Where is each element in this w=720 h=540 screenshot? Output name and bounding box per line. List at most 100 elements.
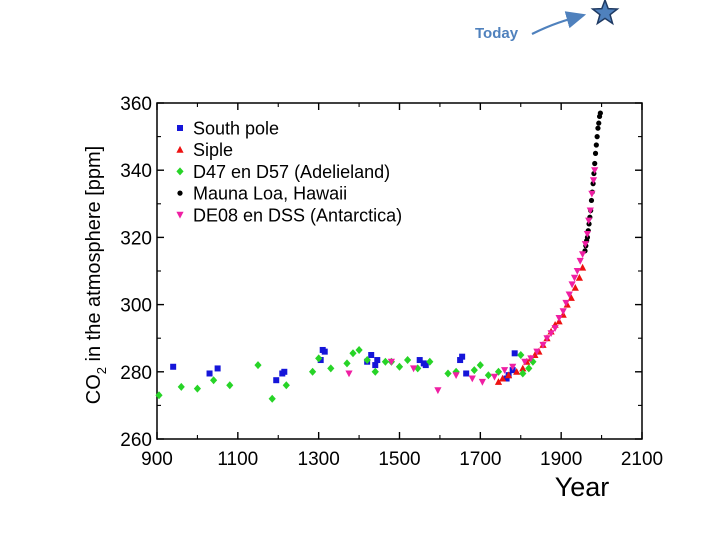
data-point: [193, 384, 201, 393]
data-point: [588, 197, 595, 204]
data-point: [155, 391, 163, 400]
data-point: [501, 367, 509, 374]
legend-marker: [176, 167, 184, 176]
data-point: [463, 370, 470, 377]
x-tick-label: 1500: [378, 449, 420, 470]
data-point: [595, 125, 601, 131]
data-point: [586, 207, 594, 215]
legend-label: DE08 en DSS (Antarctica): [193, 205, 402, 225]
data-point: [282, 381, 290, 390]
data-point: [371, 367, 379, 376]
data-point: [596, 120, 602, 126]
data-point: [568, 281, 576, 289]
x-tick-label: 1100: [217, 449, 258, 470]
data-point: [387, 358, 395, 366]
data-point: [490, 373, 499, 381]
legend-label: D47 en D57 (Adelieland): [193, 162, 390, 182]
data-point: [547, 330, 555, 337]
data-point: [476, 361, 484, 370]
data-point: [573, 268, 581, 275]
data-point: [499, 374, 507, 382]
data-point: [363, 356, 371, 364]
x-tick-label: 1300: [298, 449, 340, 470]
data-point: [567, 294, 575, 301]
data-point: [505, 371, 513, 379]
data-point: [527, 355, 535, 363]
legend-label: South pole: [193, 119, 279, 139]
data-point: [457, 357, 464, 364]
data-point: [315, 354, 323, 363]
data-point: [349, 349, 357, 358]
data-point: [452, 372, 460, 379]
legend-marker: [176, 211, 184, 219]
data-point: [327, 364, 335, 373]
data-point: [478, 378, 486, 386]
data-point: [570, 274, 579, 282]
data-point: [588, 190, 596, 198]
data-point: [422, 362, 429, 369]
data-point: [521, 358, 529, 366]
legend-item: Siple: [176, 140, 233, 160]
x-tick-label: 1700: [459, 449, 501, 470]
y-tick-label: 320: [120, 228, 152, 249]
data-point: [355, 346, 363, 354]
legend-marker: [177, 190, 183, 196]
data-point: [592, 160, 598, 167]
data-point: [586, 221, 592, 227]
data-point: [581, 241, 589, 248]
data-point: [177, 382, 185, 391]
y-axis-title: CO2 in the atmosphere [ppm]: [83, 146, 109, 404]
data-point: [511, 350, 518, 357]
data-point: [592, 150, 599, 156]
data-point: [309, 367, 317, 376]
data-point: [579, 263, 587, 271]
data-point: [503, 375, 510, 382]
y-axis-title-rest: in the atmosphere [ppm]: [83, 146, 105, 367]
data-point: [459, 353, 466, 360]
data-point: [494, 378, 503, 385]
data-point: [533, 348, 541, 356]
today-star-icon: [590, 0, 620, 26]
data-point: [444, 369, 452, 378]
data-point: [372, 362, 379, 369]
x-axis-tick-labels: 900 1100 1300 1500 1700 1900 2100: [141, 449, 663, 470]
series-4: [345, 167, 599, 395]
legend-marker: [176, 145, 184, 153]
data-point: [539, 341, 547, 349]
data-point: [268, 394, 276, 403]
y-axis-title-subscript: 2: [94, 367, 109, 374]
data-point: [555, 315, 563, 322]
data-point: [452, 367, 460, 376]
data-point: [551, 325, 559, 332]
data-point: [525, 364, 533, 373]
x-tick-label: 2100: [621, 449, 663, 470]
y-tick-label: 340: [120, 161, 152, 182]
today-arrow: [531, 11, 587, 35]
data-point: [206, 370, 213, 377]
data-point: [529, 357, 537, 366]
data-point: [589, 177, 598, 185]
data-point: [468, 375, 476, 383]
data-point: [517, 351, 525, 359]
y-tick-label: 280: [120, 363, 152, 384]
legend-label: Mauna Loa, Hawaii: [193, 184, 347, 204]
legend-item: DE08 en DSS (Antarctica): [176, 205, 402, 225]
data-point: [519, 364, 527, 372]
data-point: [594, 134, 600, 140]
data-point: [513, 368, 521, 375]
data-point: [214, 365, 221, 372]
y-axis-tick-labels: 260 280 300 320 340 360: [120, 94, 152, 451]
data-point: [571, 284, 579, 291]
data-point: [254, 361, 262, 370]
data-point: [575, 273, 583, 281]
data-point: [579, 251, 587, 258]
x-tick-label: 900: [141, 449, 173, 470]
y-axis-title-prefix: CO: [83, 374, 105, 404]
data-point: [591, 167, 599, 174]
data-point: [519, 369, 527, 378]
legend-marker: [177, 125, 183, 131]
legend-item: D47 en D57 (Adelieland): [176, 162, 390, 182]
data-point: [210, 376, 218, 385]
